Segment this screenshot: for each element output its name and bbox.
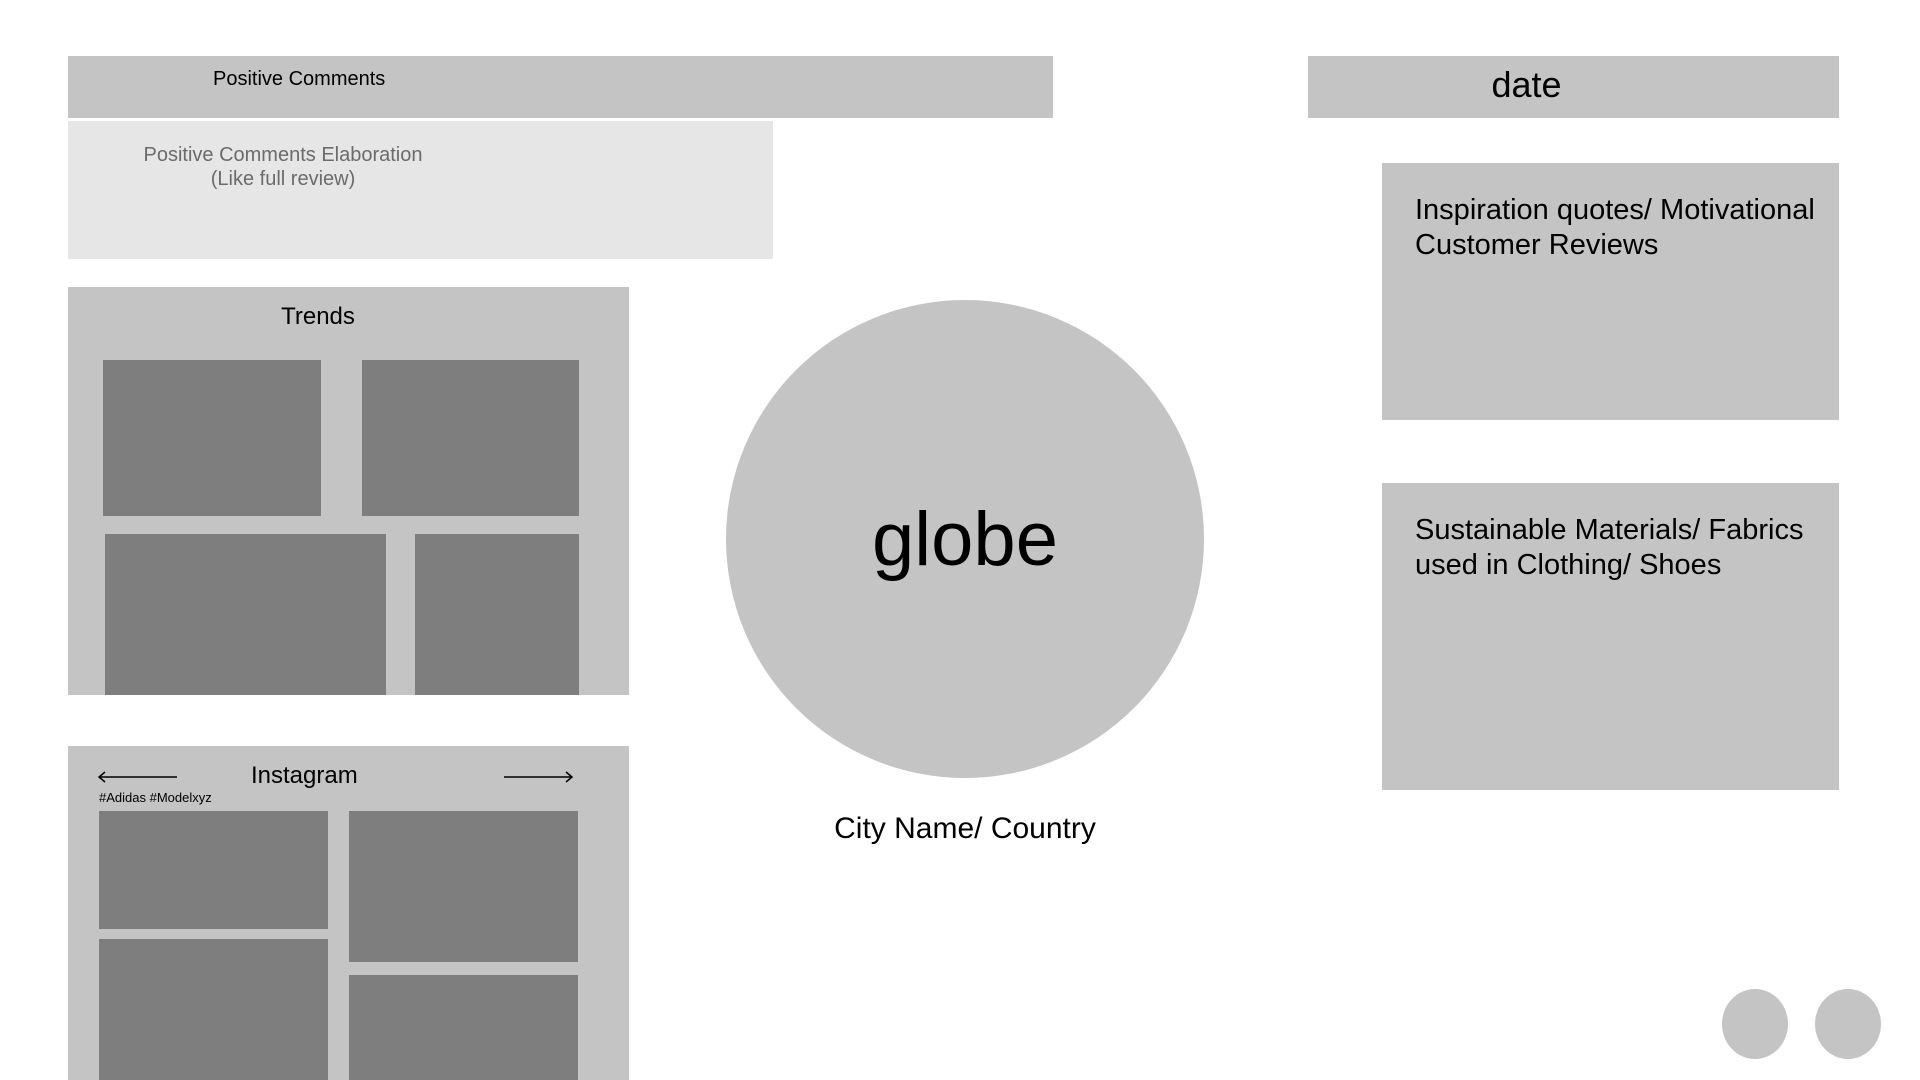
trend-tile[interactable] bbox=[415, 534, 579, 695]
instagram-post-tile[interactable] bbox=[349, 975, 578, 1080]
pagination-dot[interactable] bbox=[1722, 989, 1788, 1059]
elaboration-line-2: (Like full review) bbox=[210, 168, 356, 190]
trends-title: Trends bbox=[281, 303, 355, 330]
pagination-dot[interactable] bbox=[1815, 989, 1881, 1059]
globe[interactable]: globe bbox=[726, 300, 1204, 778]
instagram-post-tile[interactable] bbox=[349, 811, 578, 962]
arrow-left-icon-svg bbox=[97, 771, 177, 783]
trend-tile[interactable] bbox=[105, 534, 386, 695]
trend-tile[interactable] bbox=[103, 360, 321, 516]
instagram-hashtags: #Adidas #Modelxyz bbox=[99, 790, 212, 805]
trend-tile[interactable] bbox=[362, 360, 579, 516]
positive-comments-bar[interactable]: Positive Comments bbox=[68, 56, 1053, 118]
arrow-right-icon[interactable] bbox=[504, 764, 574, 784]
arrow-left-icon[interactable] bbox=[97, 764, 177, 784]
elaboration-line-1: Positive Comments Elaboration bbox=[143, 144, 423, 166]
positive-comments-elaboration: Positive Comments Elaboration (Like full… bbox=[68, 121, 773, 259]
instagram-title: Instagram bbox=[251, 762, 358, 789]
sustainable-materials-text: Sustainable Materials/ Fabrics used in C… bbox=[1415, 514, 1804, 581]
inspiration-quotes-text: Inspiration quotes/ Motivational Custome… bbox=[1415, 194, 1815, 261]
inspiration-quotes-panel: Inspiration quotes/ Motivational Custome… bbox=[1382, 163, 1839, 420]
instagram-post-tile[interactable] bbox=[99, 811, 328, 929]
city-name: City Name/ Country bbox=[834, 812, 1096, 845]
sustainable-materials-panel: Sustainable Materials/ Fabrics used in C… bbox=[1382, 483, 1839, 790]
globe-label: globe bbox=[872, 496, 1058, 582]
instagram-post-tile[interactable] bbox=[99, 939, 328, 1080]
instagram-panel: Instagram #Adidas #Modelxyz bbox=[68, 746, 629, 1080]
arrow-right-icon-svg bbox=[504, 771, 574, 783]
positive-comments-title: Positive Comments bbox=[213, 68, 386, 90]
elaboration-text: Positive Comments Elaboration (Like full… bbox=[68, 143, 498, 191]
date-bar: date bbox=[1308, 56, 1839, 118]
date-label: date bbox=[1491, 64, 1562, 105]
trends-panel: Trends bbox=[68, 287, 629, 695]
